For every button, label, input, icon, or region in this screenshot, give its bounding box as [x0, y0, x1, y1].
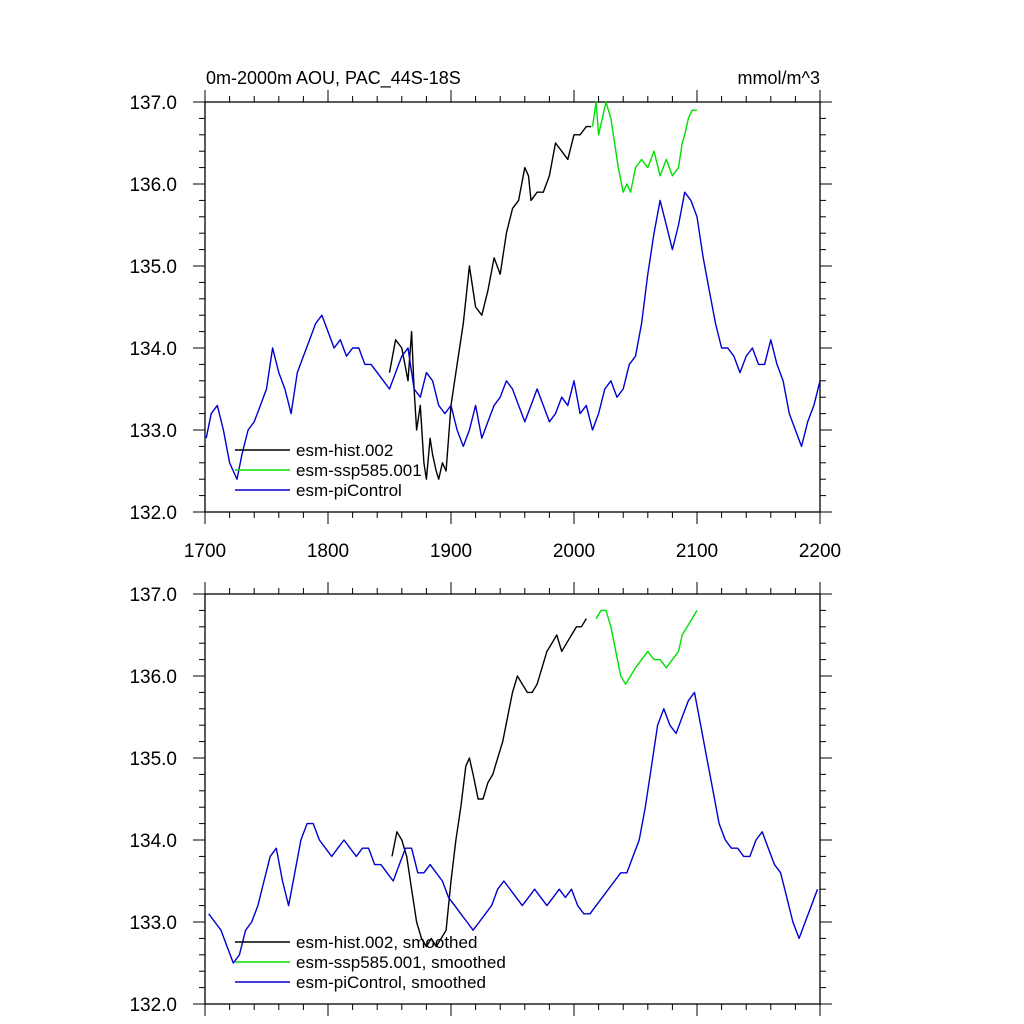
y-tick-label: 137.0: [129, 93, 177, 114]
plot-frame: [204, 101, 821, 513]
legend-label: esm-hist.002, smoothed: [296, 933, 477, 952]
series-line-0: [388, 125, 592, 480]
series-lines: [205, 101, 821, 480]
y-tick-label: 135.0: [129, 749, 177, 770]
series-lines: [208, 609, 819, 964]
y-tick-labels: 132.0 133.0 134.0 135.0 136.0 137.0: [129, 93, 177, 524]
top-panel: 0m-2000m AOU, PAC_44S-18S mmol/m^3 132.0…: [129, 68, 841, 562]
bottom-panel: 132.0 133.0 134.0 135.0 136.0 137.0 esm-hist.…: [129, 582, 832, 1016]
legend-label: esm-ssp585.001: [296, 461, 422, 480]
legend-label: esm-piControl: [296, 481, 402, 500]
legend-label: esm-piControl, smoothed: [296, 973, 486, 992]
series-line-2: [208, 691, 819, 964]
x-tick-label: 1700: [184, 541, 226, 562]
x-tick-labels: 1700 1800 1900 2000 2100 2200: [184, 541, 841, 562]
y-tick-labels: 132.0 133.0 134.0 135.0 136.0 137.0: [129, 585, 177, 1016]
x-tick-label: 1800: [307, 541, 349, 562]
y-tick-label: 136.0: [129, 175, 177, 196]
series-line-0: [391, 618, 587, 948]
y-tick-label: 133.0: [129, 913, 177, 934]
series-line-2: [205, 191, 821, 480]
tick-marks: [193, 582, 832, 1016]
y-tick-label: 132.0: [129, 503, 177, 524]
series-line-1: [591, 101, 697, 193]
legend-label: esm-ssp585.001, smoothed: [296, 953, 506, 972]
x-tick-label: 1900: [430, 541, 472, 562]
y-tick-label: 133.0: [129, 421, 177, 442]
units-label: mmol/m^3: [738, 68, 820, 88]
series-line-1: [595, 609, 698, 685]
x-tick-label: 2000: [553, 541, 595, 562]
legend-label: esm-hist.002: [296, 441, 393, 460]
y-tick-label: 136.0: [129, 667, 177, 688]
y-tick-label: 137.0: [129, 585, 177, 606]
x-tick-label: 2100: [676, 541, 718, 562]
y-tick-label: 132.0: [129, 995, 177, 1016]
tick-marks: [193, 90, 832, 524]
x-tick-label: 2200: [799, 541, 841, 562]
chart-title: 0m-2000m AOU, PAC_44S-18S: [206, 68, 461, 89]
plot-frame: [204, 593, 821, 1005]
y-tick-label: 134.0: [129, 339, 177, 360]
y-tick-label: 135.0: [129, 257, 177, 278]
y-tick-label: 134.0: [129, 831, 177, 852]
